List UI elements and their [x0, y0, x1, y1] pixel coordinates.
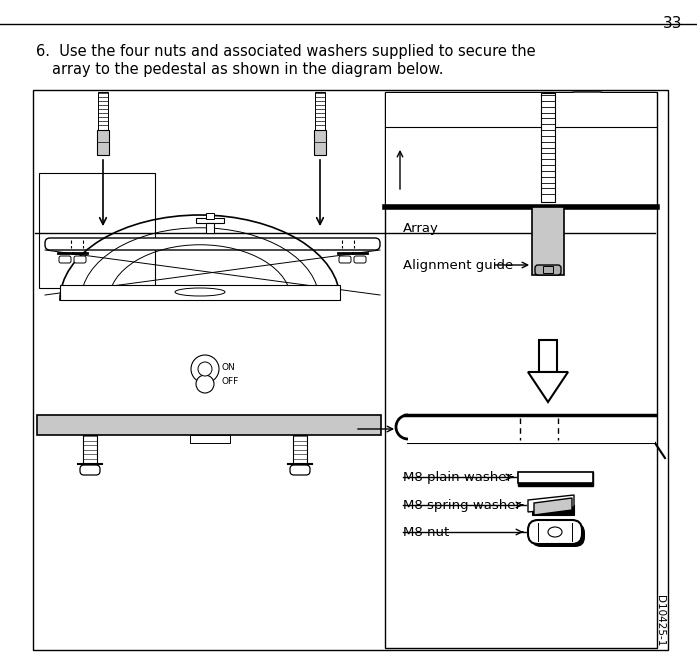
Circle shape [191, 355, 219, 383]
Text: D10425-1: D10425-1 [655, 595, 665, 646]
Bar [97, 130, 109, 155]
Bar [293, 435, 307, 465]
Text: ON: ON [221, 363, 235, 373]
Text: M8 nut: M8 nut [403, 526, 450, 538]
Bar [386, 93, 656, 207]
Bar [206, 223, 214, 233]
Text: M8 plain washer: M8 plain washer [403, 471, 512, 483]
Bar [98, 92, 108, 130]
Bar [518, 472, 593, 483]
FancyBboxPatch shape [528, 520, 582, 544]
Polygon shape [528, 495, 574, 512]
Bar [206, 213, 214, 219]
FancyBboxPatch shape [45, 238, 380, 250]
Polygon shape [534, 498, 572, 515]
FancyBboxPatch shape [80, 465, 100, 475]
Bar [532, 505, 574, 515]
Text: array to the pedestal as shown in the diagram below.: array to the pedestal as shown in the di… [52, 62, 443, 77]
Bar [39, 173, 155, 288]
Text: OFF: OFF [221, 377, 238, 387]
Bar [33, 90, 668, 650]
Bar [314, 130, 326, 155]
Text: 6.  Use the four nuts and associated washers supplied to secure the: 6. Use the four nuts and associated wash… [36, 44, 535, 59]
Bar [190, 435, 230, 443]
Text: Alignment guide: Alignment guide [403, 259, 513, 272]
FancyBboxPatch shape [535, 265, 561, 275]
Circle shape [198, 362, 212, 376]
FancyBboxPatch shape [567, 92, 607, 127]
Bar [315, 92, 325, 130]
Circle shape [196, 375, 214, 393]
FancyBboxPatch shape [74, 256, 86, 263]
Bar [396, 416, 655, 443]
Bar [196, 218, 224, 223]
Text: Pedestal: Pedestal [403, 422, 459, 436]
FancyBboxPatch shape [354, 256, 366, 263]
FancyBboxPatch shape [531, 523, 585, 547]
Bar [83, 435, 97, 465]
Bar [37, 415, 381, 435]
Text: 33: 33 [663, 16, 682, 31]
Text: M8 spring washer: M8 spring washer [403, 499, 521, 511]
Bar [385, 92, 657, 648]
Ellipse shape [548, 527, 562, 537]
Bar [543, 266, 553, 273]
FancyBboxPatch shape [59, 256, 71, 263]
FancyBboxPatch shape [290, 465, 310, 475]
Text: Array: Array [403, 222, 439, 235]
Bar [539, 340, 557, 372]
Bar [518, 472, 593, 486]
Bar [532, 207, 564, 275]
Bar [60, 285, 340, 300]
Bar [541, 93, 555, 202]
FancyBboxPatch shape [339, 256, 351, 263]
Bar [541, 93, 555, 202]
Polygon shape [528, 372, 568, 402]
